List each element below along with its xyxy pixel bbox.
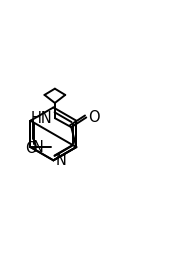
Text: HN: HN (31, 111, 53, 126)
Text: N: N (33, 140, 44, 155)
Text: N: N (56, 153, 67, 168)
Text: O: O (25, 141, 36, 156)
Text: O: O (88, 110, 100, 125)
